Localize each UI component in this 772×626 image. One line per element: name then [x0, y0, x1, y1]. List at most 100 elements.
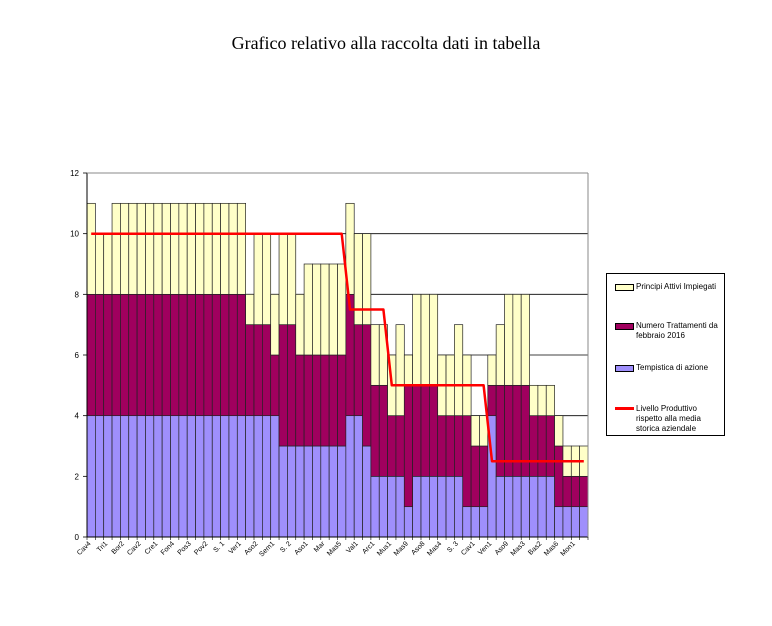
- bar-principi: [220, 202, 230, 295]
- y-tick-label: 2: [75, 472, 80, 481]
- bar-tempistica: [128, 415, 138, 538]
- bar-trattamenti: [328, 354, 338, 447]
- bar-trattamenti: [111, 293, 121, 417]
- bar-trattamenti: [495, 384, 505, 477]
- bar-trattamenti: [370, 384, 380, 477]
- x-tick-label: Mas3: [510, 540, 527, 557]
- chart-legend: Principi Attivi Impiegati Numero Trattam…: [606, 273, 725, 436]
- bar-tempistica: [429, 475, 439, 538]
- bar-tempistica: [270, 415, 280, 538]
- bar-tempistica: [320, 445, 330, 538]
- bar-tempistica: [470, 506, 480, 538]
- bar-tempistica: [562, 506, 572, 538]
- bar-trattamenti: [403, 384, 413, 508]
- bar-principi: [161, 202, 171, 295]
- bar-principi: [454, 324, 464, 417]
- legend-swatch: [615, 284, 634, 291]
- bar-principi: [203, 202, 213, 295]
- y-tick-label: 10: [70, 230, 79, 239]
- bar-tempistica: [378, 475, 388, 538]
- bar-tempistica: [253, 415, 263, 538]
- bar-trattamenti: [545, 415, 555, 477]
- bar-trattamenti: [136, 293, 146, 417]
- bar-tempistica: [403, 506, 413, 538]
- bar-tempistica: [479, 506, 489, 538]
- bar-tempistica: [145, 415, 155, 538]
- bar-tempistica: [86, 415, 96, 538]
- bar-tempistica: [412, 475, 422, 538]
- bar-tempistica: [278, 445, 288, 538]
- bar-tempistica: [262, 415, 272, 538]
- bar-principi: [328, 263, 338, 356]
- bar-principi: [262, 233, 272, 326]
- bar-principi: [495, 324, 505, 386]
- legend-label: Tempistica di azione: [636, 363, 709, 372]
- bar-principi: [487, 354, 497, 386]
- bar-trattamenti: [211, 293, 221, 417]
- bar-trattamenti: [504, 384, 514, 477]
- bar-trattamenti: [345, 293, 355, 417]
- bar-trattamenti: [245, 324, 255, 417]
- bar-tempistica: [161, 415, 171, 538]
- bar-trattamenti: [295, 354, 305, 447]
- bar-tempistica: [462, 506, 472, 538]
- bar-principi: [429, 293, 439, 386]
- x-tick-label: Cav1: [460, 540, 477, 557]
- legend-item-principi-attivi: Principi Attivi Impiegati: [615, 282, 720, 292]
- x-tick-label: Mus1: [376, 540, 393, 557]
- bar-tempistica: [312, 445, 322, 538]
- bar-tempistica: [186, 415, 196, 538]
- bar-principi: [295, 293, 305, 356]
- bar-trattamenti: [512, 384, 522, 477]
- bar-principi: [320, 263, 330, 356]
- bar-principi: [245, 293, 255, 326]
- bar-tempistica: [512, 475, 522, 538]
- legend-item-numero-trattamenti: Numero Trattamenti da febbraio 2016: [615, 321, 720, 341]
- bar-tempistica: [579, 506, 589, 538]
- bar-principi: [270, 293, 280, 356]
- bar-principi: [312, 263, 322, 356]
- legend-label: Principi Attivi Impiegati: [636, 282, 717, 291]
- bar-trattamenti: [454, 415, 464, 477]
- bar-trattamenti: [445, 415, 455, 477]
- x-tick-label: Val1: [345, 540, 360, 555]
- bar-trattamenti: [203, 293, 213, 417]
- bar-tempistica: [345, 415, 355, 538]
- bar-principi: [554, 415, 564, 447]
- bar-tempistica: [529, 475, 539, 538]
- bar-principi: [412, 293, 422, 386]
- x-tick-label: Bor2: [111, 540, 126, 555]
- bar-trattamenti: [94, 293, 105, 417]
- bar-tempistica: [303, 445, 313, 538]
- x-tick-label: Aso2: [243, 540, 259, 556]
- bar-trattamenti: [86, 293, 96, 417]
- bar-trattamenti: [195, 293, 205, 417]
- x-tick-label: Bas2: [527, 540, 543, 556]
- bar-principi: [211, 202, 221, 295]
- bar-trattamenti: [462, 415, 472, 508]
- bar-principi: [470, 415, 480, 447]
- bar-tempistica: [178, 415, 188, 538]
- bar-trattamenti: [270, 354, 280, 417]
- bar-trattamenti: [170, 293, 180, 417]
- bar-principi: [537, 384, 547, 417]
- bar-principi: [353, 233, 363, 326]
- bar-tempistica: [111, 415, 121, 538]
- bar-trattamenti: [320, 354, 330, 447]
- x-tick-label: Tri1: [96, 540, 109, 553]
- bar-principi: [337, 263, 347, 356]
- x-tick-label: Mas9: [393, 540, 410, 557]
- bar-trattamenti: [362, 324, 372, 447]
- x-tick-label: Mon1: [560, 540, 577, 557]
- bar-trattamenti: [487, 384, 497, 417]
- bar-tempistica: [370, 475, 380, 538]
- bar-trattamenti: [429, 384, 439, 477]
- bar-principi: [287, 233, 297, 326]
- bar-trattamenti: [554, 445, 564, 508]
- bar-tempistica: [520, 475, 530, 538]
- bar-trattamenti: [420, 384, 430, 477]
- bar-tempistica: [337, 445, 347, 538]
- bar-trattamenti: [161, 293, 171, 417]
- line-livello-produttivo: [91, 232, 584, 463]
